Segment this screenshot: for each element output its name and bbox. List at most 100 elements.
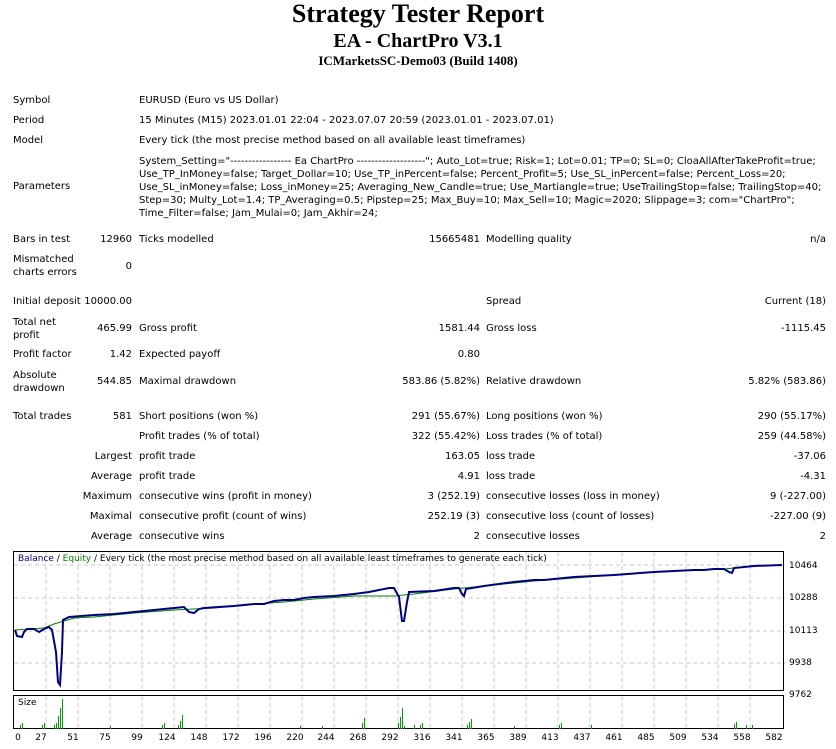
average-label: Average	[90, 471, 132, 482]
max-dd-value: 583.86 (5.82%)	[402, 376, 480, 387]
legend-equity: Equity	[62, 554, 92, 564]
x-tick: 558	[733, 733, 751, 743]
y-tick: 10288	[789, 593, 818, 603]
rel-dd-label: Relative drawdown	[486, 376, 582, 387]
x-tick: 413	[541, 733, 559, 743]
rel-dd-value: 5.82% (583.86)	[748, 376, 826, 387]
x-tick: 461	[605, 733, 623, 743]
max-dd-label: Maximal drawdown	[139, 376, 237, 387]
spread-label: Spread	[486, 296, 522, 307]
profit-factor-label: Profit factor	[13, 349, 72, 360]
max-losses-value: 9 (-227.00)	[770, 491, 826, 502]
maximal-profit-value: 252.19 (3)	[427, 511, 480, 522]
ticks-value: 15665481	[429, 234, 480, 245]
mismatch-label-2: charts errors	[13, 267, 77, 278]
gross-profit-value: 1581.44	[438, 323, 480, 334]
param-line: Time_Filter=false; Jam_Mulai=0; Jam_Akhi…	[139, 208, 378, 219]
symbol-value: EURUSD (Euro vs US Dollar)	[139, 95, 279, 106]
x-tick: 99	[131, 733, 143, 743]
x-tick: 75	[99, 733, 111, 743]
size-chart: Size	[13, 695, 784, 730]
parameters-label: Parameters	[13, 181, 71, 192]
largest-profit-value: 163.05	[445, 451, 480, 462]
x-tick: 220	[286, 733, 304, 743]
param-line: Use_SL_inMoney=false; Loss_inMoney=25; A…	[139, 182, 822, 193]
x-tick: 124	[158, 733, 176, 743]
gross-loss-label: Gross loss	[486, 323, 537, 334]
x-tick: 172	[222, 733, 240, 743]
maximal-loss-label: consecutive loss (count of losses)	[486, 511, 655, 522]
y-tick: 10113	[789, 626, 818, 636]
balance-chart: Balance / Equity / Every tick (the most …	[13, 551, 785, 692]
spread-value: Current (18)	[764, 296, 826, 307]
short-label: Short positions (won %)	[139, 411, 259, 422]
symbol-label: Symbol	[13, 95, 51, 106]
avg-profit-value: 4.91	[457, 471, 480, 482]
y-tick: 10464	[789, 561, 818, 571]
maximal-profit-label: consecutive profit (count of wins)	[139, 511, 307, 522]
net-profit-label-2: profit	[13, 330, 40, 341]
profit-factor-value: 1.42	[109, 349, 132, 360]
x-tick: 0	[15, 733, 21, 743]
param-line: System_Setting="----------------- Ea Cha…	[139, 156, 816, 167]
avg-cons-losses-label: consecutive losses	[486, 531, 580, 542]
size-plot	[20, 696, 753, 730]
chart-legend: Balance / Equity / Every tick (the most …	[18, 554, 547, 564]
loss-trades-value: 259 (44.58%)	[757, 431, 826, 442]
period-value: 15 Minutes (M15) 2023.01.01 22:04 - 2023…	[139, 115, 554, 126]
server-build: ICMarketsSC-Demo03 (Build 1408)	[318, 53, 518, 68]
gross-profit-label: Gross profit	[139, 323, 197, 334]
avg-cons-wins-value: 2	[473, 531, 480, 542]
y-tick: 9938	[789, 658, 812, 668]
deposit-value: 10000.00	[84, 296, 132, 307]
x-tick: 341	[445, 733, 463, 743]
largest-label: Largest	[94, 451, 132, 462]
model-label: Model	[13, 135, 44, 146]
x-tick: 244	[317, 733, 335, 743]
x-tick: 485	[637, 733, 655, 743]
maximum-label: Maximum	[82, 491, 132, 502]
size-label: Size	[18, 698, 37, 708]
abs-dd-label-2: drawdown	[13, 383, 65, 394]
ea-name: EA - ChartPro V3.1	[333, 30, 503, 52]
trades-value: 581	[112, 411, 132, 422]
profit-trades-value: 322 (55.42%)	[411, 431, 480, 442]
x-tick: 509	[669, 733, 687, 743]
x-tick: 534	[701, 733, 719, 743]
largest-loss-label: loss trade	[486, 451, 536, 462]
parameters-value: System_Setting="----------------- Ea Cha…	[139, 155, 821, 220]
abs-dd-label: Absolute	[13, 370, 57, 381]
ticks-label: Ticks modelled	[139, 234, 214, 245]
expected-payoff-value: 0.80	[457, 349, 480, 360]
report-title: Strategy Tester Report	[291, 0, 545, 28]
avg-cons-losses-value: 2	[819, 531, 826, 542]
profit-trades-label: Profit trades (% of total)	[139, 431, 260, 442]
x-tick: 51	[67, 733, 79, 743]
quality-label: Modelling quality	[486, 234, 572, 245]
max-losses-label: consecutive losses (loss in money)	[486, 491, 660, 502]
net-profit-value: 465.99	[97, 323, 132, 334]
param-line: Use_TP_InMoney=false; Target_Dollar=10; …	[139, 169, 786, 180]
x-tick: 582	[765, 733, 783, 743]
x-tick: 196	[254, 733, 272, 743]
legend-sep: /	[53, 554, 63, 564]
short-value: 291 (55.67%)	[411, 411, 480, 422]
largest-profit-label: profit trade	[139, 451, 196, 462]
x-tick: 292	[381, 733, 399, 743]
legend-description: / Every tick (the most precise method ba…	[91, 554, 547, 564]
max-wins-value: 3 (252.19)	[427, 491, 480, 502]
bars-value: 12960	[100, 234, 132, 245]
avg-profit-label: profit trade	[139, 471, 196, 482]
gross-loss-value: -1115.45	[781, 323, 826, 334]
period-label: Period	[13, 115, 45, 126]
loss-trades-label: Loss trades (% of total)	[486, 431, 603, 442]
mismatch-value: 0	[125, 261, 132, 272]
maximal-loss-value: -227.00 (9)	[770, 511, 826, 522]
x-tick: 148	[190, 733, 208, 743]
abs-dd-value: 544.85	[97, 376, 132, 387]
balance-plot	[14, 552, 785, 692]
avg-cons-wins-label: consecutive wins	[139, 531, 225, 542]
x-tick: 268	[349, 733, 367, 743]
mismatch-label: Mismatched	[13, 254, 74, 265]
bars-label: Bars in test	[13, 234, 70, 245]
